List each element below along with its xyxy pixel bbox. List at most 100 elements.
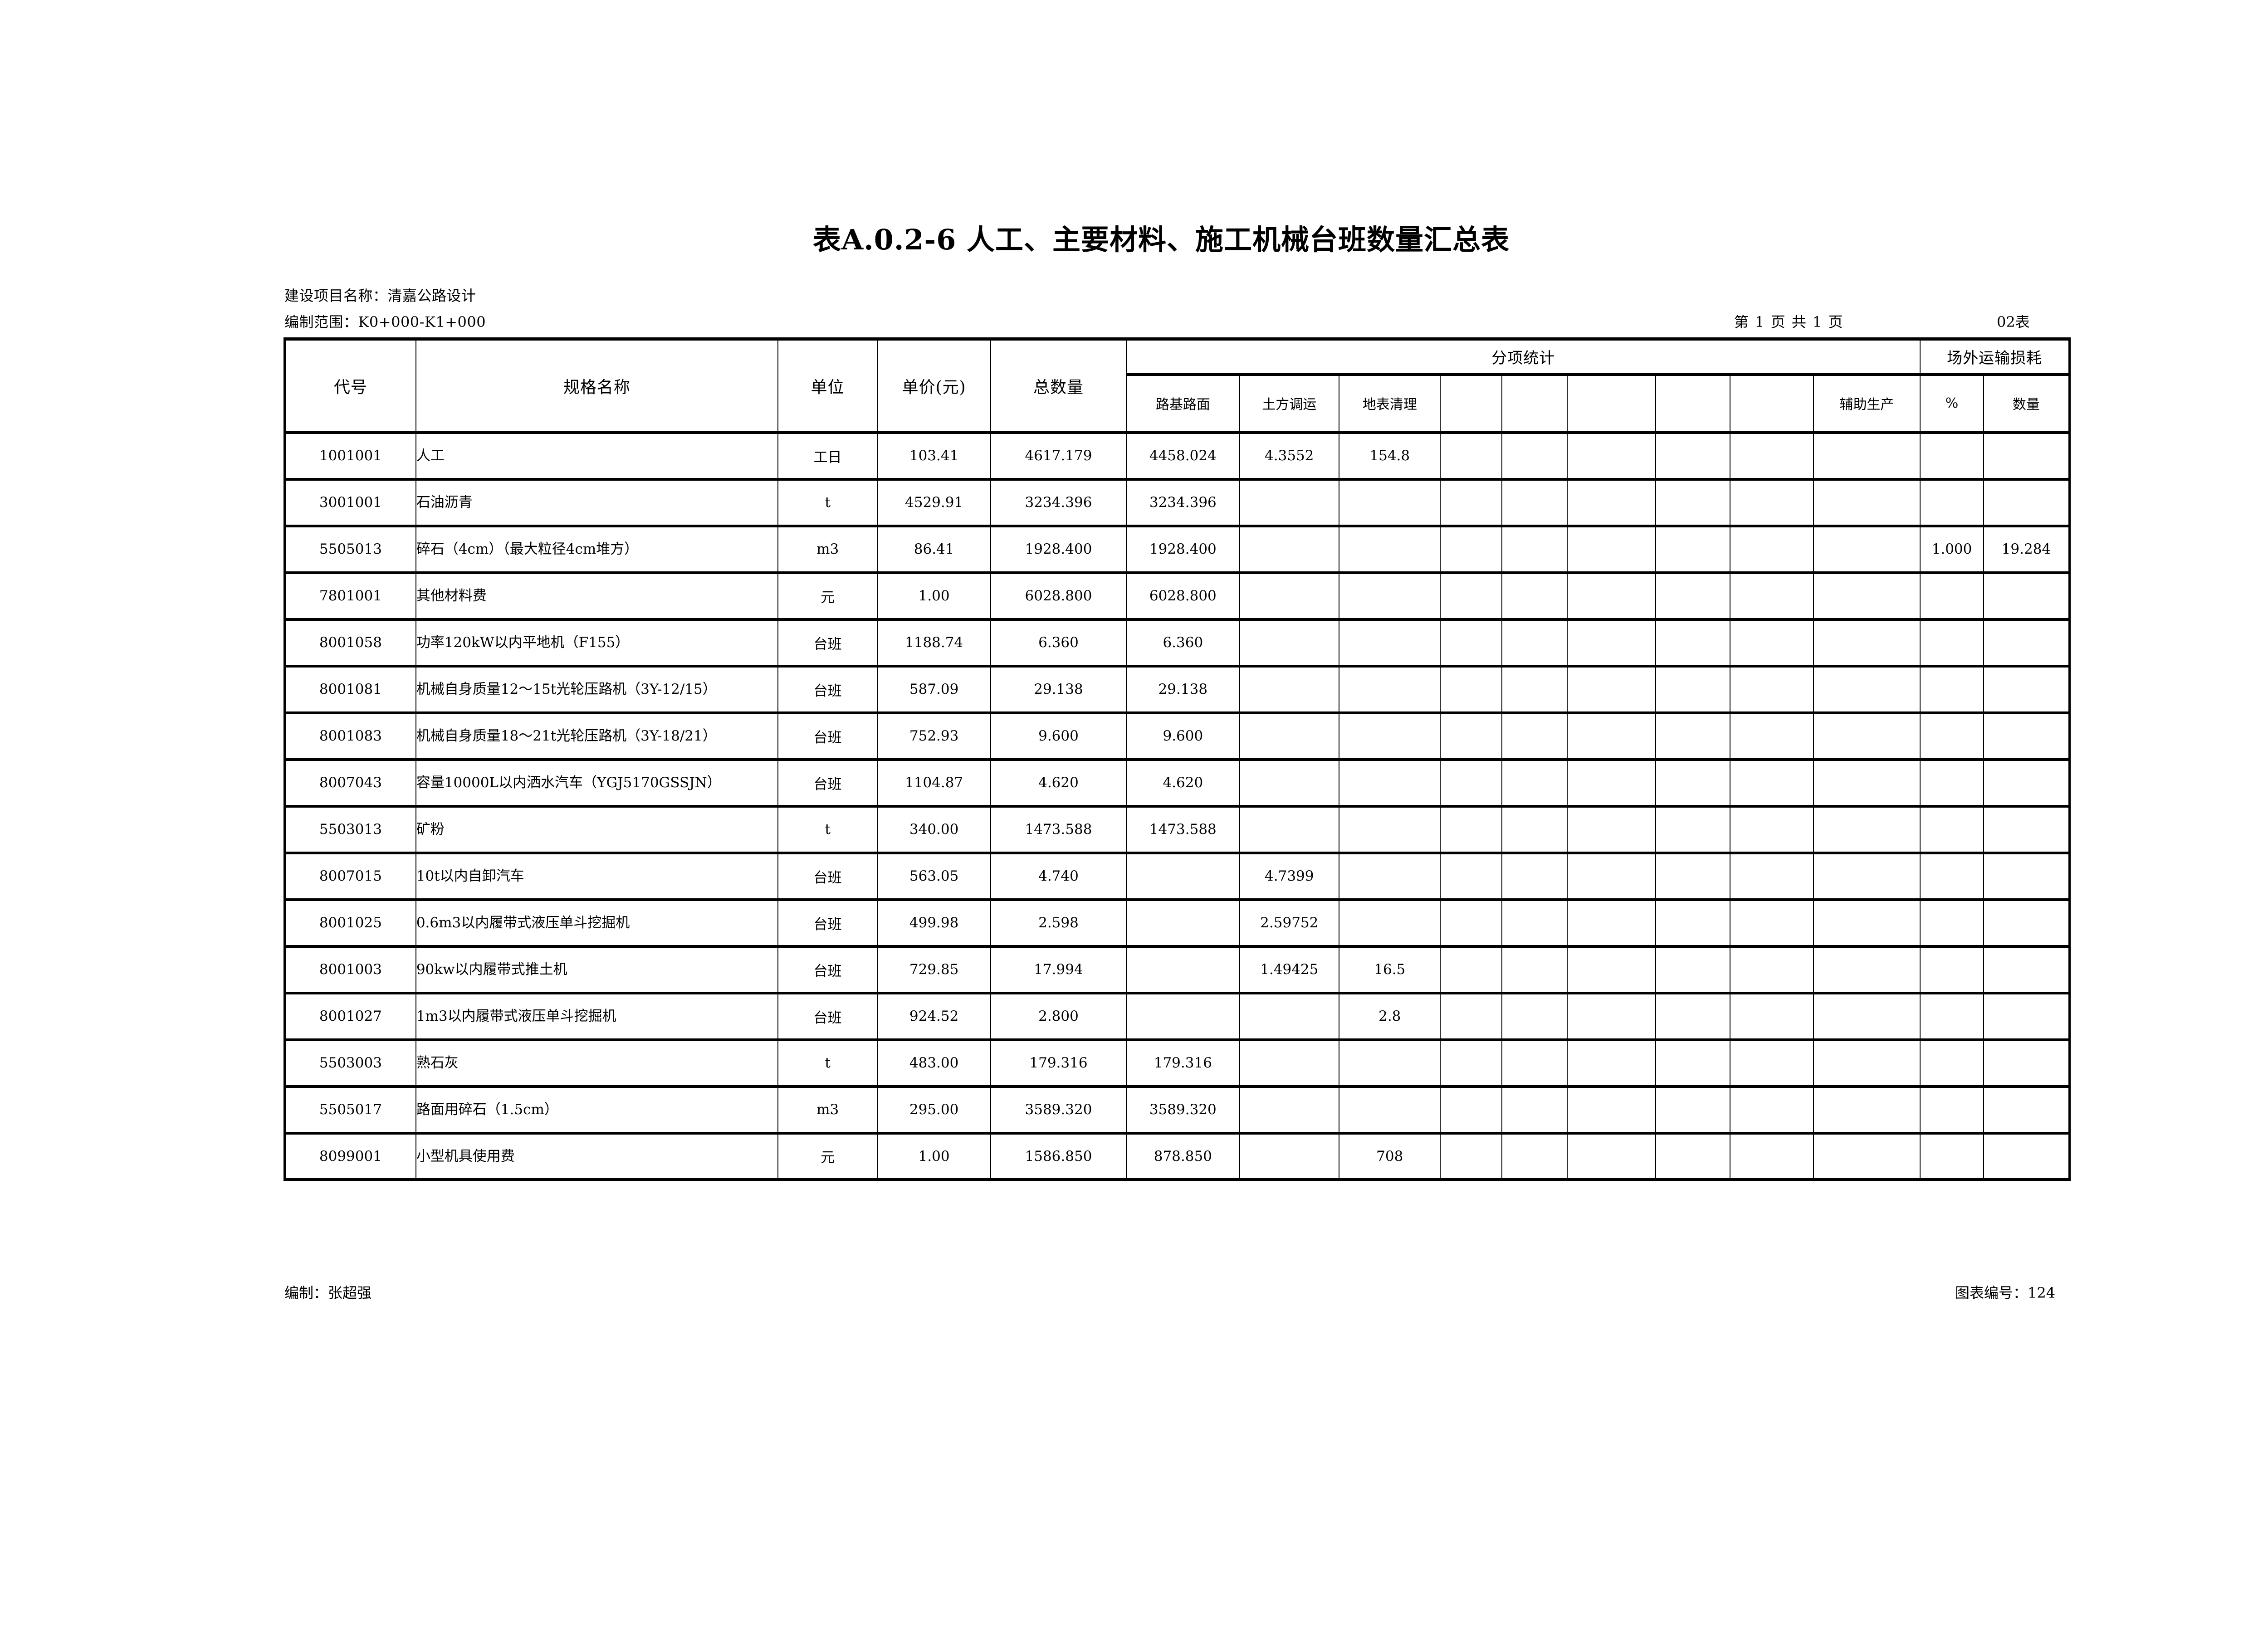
row-blank-2 — [1501, 619, 1568, 668]
row-spec-name: 1m3以内履带式液压单斗挖掘机 — [415, 992, 778, 1041]
page-number-label: 第 1 页 共 1 页 — [1734, 313, 1844, 331]
header-quantity: 数量 — [1983, 374, 2070, 434]
row-blank-3 — [1566, 525, 1657, 574]
row-blank-3 — [1566, 572, 1657, 621]
row-code: 8001083 — [284, 712, 416, 761]
row-unit: 台班 — [777, 899, 878, 948]
row-blank-4 — [1655, 1086, 1730, 1135]
row-blank-4 — [1655, 712, 1730, 761]
row-subgrade-pavement: 1928.400 — [1126, 525, 1240, 574]
row-unit-price: 483.00 — [877, 1039, 991, 1088]
row-blank-2 — [1501, 665, 1568, 714]
row-blank-2 — [1501, 478, 1568, 527]
row-unit: t — [777, 805, 878, 854]
sheet-number-label: 02表 — [1997, 313, 2030, 331]
row-blank-2 — [1501, 712, 1568, 761]
row-total-qty: 4.740 — [990, 852, 1127, 901]
row-blank-5 — [1729, 478, 1814, 527]
row-unit: 台班 — [777, 992, 878, 1041]
row-code: 8001003 — [284, 945, 416, 994]
row-surface-clearing: 2.8 — [1339, 992, 1441, 1041]
row-code: 8007015 — [284, 852, 416, 901]
row-blank-5 — [1729, 665, 1814, 714]
row-earthwork-haul: 2.59752 — [1239, 899, 1340, 948]
row-total-qty: 3234.396 — [990, 478, 1127, 527]
row-spec-name: 机械自身质量18～21t光轮压路机（3Y-18/21） — [415, 712, 778, 761]
row-code: 8099001 — [284, 1132, 416, 1180]
header-blank-2 — [1501, 374, 1568, 434]
row-total-qty: 3589.320 — [990, 1086, 1127, 1135]
row-blank-3 — [1566, 852, 1657, 901]
row-blank-1 — [1440, 899, 1503, 948]
header-subgrade-pavement: 路基路面 — [1126, 374, 1240, 434]
row-subgrade-pavement — [1126, 992, 1240, 1041]
row-code: 8001081 — [284, 665, 416, 714]
row-unit-price: 295.00 — [877, 1086, 991, 1135]
row-quantity — [1983, 478, 2070, 527]
row-unit-price: 1.00 — [877, 1132, 991, 1180]
row-blank-5 — [1729, 1132, 1814, 1180]
row-unit: 工日 — [777, 432, 878, 481]
row-blank-2 — [1501, 572, 1568, 621]
row-code: 5505017 — [284, 1086, 416, 1135]
row-blank-2 — [1501, 945, 1568, 994]
row-percent — [1920, 478, 1984, 527]
row-blank-2 — [1501, 1132, 1568, 1180]
row-blank-5 — [1729, 619, 1814, 668]
row-auxiliary-production — [1813, 432, 1921, 481]
row-subgrade-pavement: 4458.024 — [1126, 432, 1240, 481]
row-auxiliary-production — [1813, 992, 1921, 1041]
row-blank-1 — [1440, 1039, 1503, 1088]
row-unit-price: 924.52 — [877, 992, 991, 1041]
row-earthwork-haul — [1239, 1086, 1340, 1135]
row-blank-5 — [1729, 852, 1814, 901]
row-subgrade-pavement: 9.600 — [1126, 712, 1240, 761]
row-spec-name: 人工 — [415, 432, 778, 481]
row-surface-clearing — [1339, 1086, 1441, 1135]
row-blank-1 — [1440, 1086, 1503, 1135]
row-blank-1 — [1440, 945, 1503, 994]
row-earthwork-haul — [1239, 665, 1340, 714]
row-total-qty: 9.600 — [990, 712, 1127, 761]
row-quantity — [1983, 805, 2070, 854]
row-total-qty: 2.800 — [990, 992, 1127, 1041]
row-subgrade-pavement: 6.360 — [1126, 619, 1240, 668]
row-subgrade-pavement: 6028.800 — [1126, 572, 1240, 621]
row-unit: m3 — [777, 525, 878, 574]
row-code: 8001058 — [284, 619, 416, 668]
row-surface-clearing — [1339, 478, 1441, 527]
row-blank-4 — [1655, 945, 1730, 994]
row-unit-price: 563.05 — [877, 852, 991, 901]
header-blank-5 — [1729, 374, 1814, 434]
row-percent — [1920, 899, 1984, 948]
row-blank-4 — [1655, 432, 1730, 481]
row-unit-price: 1.00 — [877, 572, 991, 621]
row-auxiliary-production — [1813, 478, 1921, 527]
table-row: 8001083 机械自身质量18～21t光轮压路机（3Y-18/21） 台班 752.… — [284, 712, 2070, 761]
row-code: 3001001 — [284, 478, 416, 527]
row-percent — [1920, 992, 1984, 1041]
row-unit-price: 729.85 — [877, 945, 991, 994]
row-blank-3 — [1566, 759, 1657, 808]
row-unit-price: 1104.87 — [877, 759, 991, 808]
row-blank-3 — [1566, 432, 1657, 481]
header-blank-4 — [1655, 374, 1730, 434]
row-percent — [1920, 432, 1984, 481]
row-code: 8001027 — [284, 992, 416, 1041]
row-earthwork-haul — [1239, 572, 1340, 621]
row-blank-3 — [1566, 712, 1657, 761]
row-blank-4 — [1655, 992, 1730, 1041]
row-total-qty: 2.598 — [990, 899, 1127, 948]
row-blank-2 — [1501, 525, 1568, 574]
row-blank-5 — [1729, 1086, 1814, 1135]
row-subgrade-pavement: 3589.320 — [1126, 1086, 1240, 1135]
row-percent — [1920, 1086, 1984, 1135]
row-quantity — [1983, 572, 2070, 621]
row-auxiliary-production — [1813, 852, 1921, 901]
prepared-by-label: 编制：张超强 — [284, 1284, 372, 1301]
row-subgrade-pavement — [1126, 945, 1240, 994]
table-row: 8001025 0.6m3以内履带式液压单斗挖掘机 台班 499.98 2.598 2.5… — [284, 899, 2070, 948]
row-blank-3 — [1566, 1132, 1657, 1180]
row-blank-1 — [1440, 992, 1503, 1041]
